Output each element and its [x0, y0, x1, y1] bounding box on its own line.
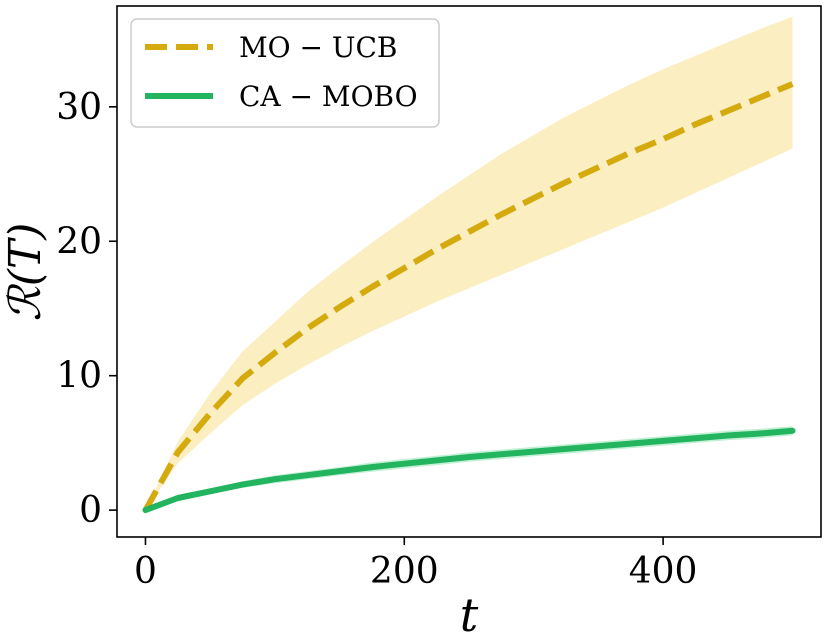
x-tick-label: 200 — [370, 551, 439, 592]
y-tick-label: 30 — [56, 87, 102, 128]
legend-label-mo-ucb: MO − UCB — [239, 31, 397, 64]
y-tick-label: 0 — [79, 490, 102, 531]
plot-frame — [116, 5, 822, 538]
x-axis-ticks: 0 200 400 — [134, 537, 697, 592]
series-lines — [142, 81, 796, 514]
x-tick-label: 400 — [629, 551, 698, 592]
band-ca-mobo — [145, 426, 793, 511]
band-mo-ucb — [145, 16, 793, 511]
y-tick-label: 10 — [56, 356, 102, 397]
confidence-bands — [145, 16, 793, 511]
x-tick-label: 0 — [134, 551, 157, 592]
series-line-mo-ucb — [142, 81, 794, 512]
legend: MO − UCB CA − MOBO — [130, 18, 440, 128]
series-line-ca-mobo — [142, 427, 796, 514]
legend-label-ca-mobo: CA − MOBO — [239, 80, 418, 113]
x-axis-label: t — [460, 588, 479, 637]
y-axis-label: ℛ(T) — [0, 223, 51, 322]
y-tick-label: 20 — [56, 221, 102, 262]
y-axis-ticks: 0 10 20 30 — [56, 87, 117, 531]
